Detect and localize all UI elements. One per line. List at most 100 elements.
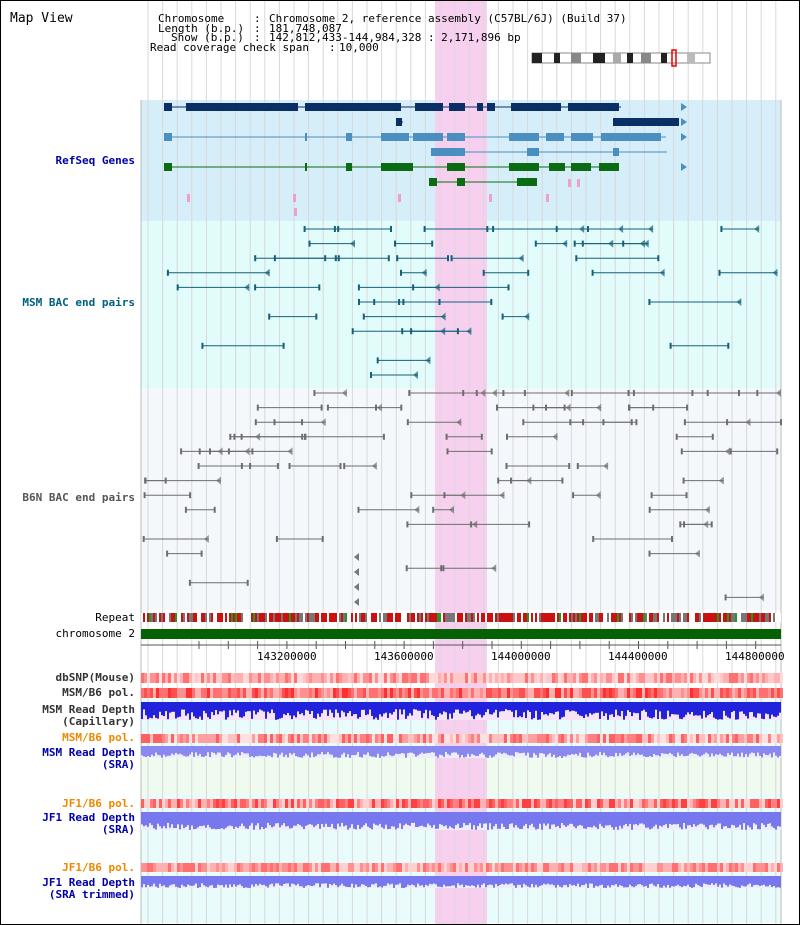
heat-cell	[189, 688, 192, 698]
track-label-msm-depth-sra[interactable]: MSM Read Depth	[42, 746, 135, 759]
depth-bar	[547, 876, 549, 884]
bac-end-tick	[490, 448, 493, 455]
depth-bar	[683, 812, 685, 823]
depth-bar	[199, 812, 201, 826]
repeat-element	[519, 613, 521, 622]
heat-cell	[225, 673, 228, 683]
bac-end-tick	[382, 433, 385, 440]
depth-bar	[527, 702, 529, 711]
track-label-jf1-b6-pol[interactable]: JF1/B6 pol.	[62, 797, 135, 810]
heat-cell	[720, 673, 723, 683]
depth-bar	[335, 876, 337, 886]
heat-cell	[417, 673, 420, 683]
depth-bar	[179, 812, 181, 830]
depth-bar	[515, 746, 517, 752]
heat-cell	[195, 734, 198, 743]
track-label-jf1-depth-trimmed[interactable]: JF1 Read Depth	[42, 876, 135, 889]
heat-cell	[429, 799, 432, 808]
depth-bar	[155, 746, 157, 753]
bac-end-tick	[343, 463, 346, 469]
depth-bar	[297, 702, 299, 712]
heat-cell	[453, 673, 456, 683]
gene-exon	[305, 133, 307, 141]
depth-bar	[173, 702, 175, 712]
depth-bar	[709, 746, 711, 757]
heat-cell	[516, 799, 519, 808]
heat-cell	[609, 688, 612, 698]
bac-end-arrow	[215, 476, 221, 485]
heat-cell	[612, 673, 615, 683]
depth-bar	[397, 876, 399, 885]
depth-bar	[229, 702, 231, 711]
depth-bar	[179, 746, 181, 754]
depth-bar	[555, 702, 557, 712]
track-label-dbsnp[interactable]: dbSNP(Mouse)	[55, 671, 135, 684]
depth-bar	[241, 812, 243, 824]
depth-bar	[167, 702, 169, 720]
bac-end-arrow	[376, 403, 382, 412]
heat-cell	[216, 734, 219, 743]
depth-bar	[303, 876, 305, 888]
track-label-b6n-bac[interactable]: B6N BAC end pairs	[22, 491, 135, 504]
heat-cell	[660, 688, 663, 698]
track-label-refseq[interactable]: RefSeq Genes	[55, 154, 135, 167]
heat-cell	[534, 688, 537, 698]
repeat-element	[317, 613, 319, 622]
track-label-jf1-depth-sra[interactable]: JF1 Read Depth	[42, 811, 135, 824]
heat-cell	[273, 734, 276, 743]
depth-bar	[641, 876, 643, 886]
depth-bar	[177, 812, 179, 825]
heat-cell	[726, 734, 729, 743]
depth-bar	[557, 702, 559, 712]
heat-cell	[441, 688, 444, 698]
repeat-element	[269, 613, 271, 622]
bac-end-tick	[506, 433, 508, 440]
repeat-element	[467, 613, 469, 622]
heat-cell	[726, 799, 729, 808]
track-label-msm-bac[interactable]: MSM BAC end pairs	[22, 296, 135, 309]
depth-bar	[489, 702, 491, 715]
depth-bar	[233, 876, 235, 885]
depth-bar	[279, 876, 281, 886]
heat-cell	[588, 673, 591, 683]
depth-bar	[439, 746, 441, 755]
depth-bar	[157, 702, 159, 719]
heat-cell	[453, 688, 456, 698]
bac-end-tick	[304, 433, 307, 440]
depth-bar	[525, 702, 527, 719]
heat-cell	[717, 863, 720, 872]
heat-cell	[147, 799, 150, 808]
heat-cell	[459, 799, 462, 808]
depth-bar	[289, 876, 291, 887]
heat-cell	[699, 734, 702, 743]
heat-cell	[477, 688, 480, 698]
heat-cell	[681, 673, 684, 683]
depth-bar	[427, 746, 429, 753]
depth-bar	[399, 746, 401, 754]
heat-cell	[387, 863, 390, 872]
depth-bar	[607, 812, 609, 826]
track-label-jf1-b6-pol-2[interactable]: JF1/B6 pol.	[62, 861, 135, 874]
heat-cell	[165, 688, 168, 698]
heat-cell	[351, 863, 354, 872]
heat-cell	[345, 673, 348, 683]
depth-bar	[473, 812, 475, 826]
track-label-msm-b6-pol-2[interactable]: MSM/B6 pol.	[62, 731, 135, 744]
track-label-msm-depth-capillary[interactable]: MSM Read Depth	[42, 703, 135, 716]
heat-cell	[291, 863, 294, 872]
heat-cell	[285, 688, 288, 698]
track-label-msm-b6-pol[interactable]: MSM/B6 pol.	[62, 686, 135, 699]
depth-bar	[305, 702, 307, 710]
heat-cell	[642, 799, 645, 808]
depth-bar	[599, 702, 601, 719]
depth-bar	[187, 702, 189, 714]
heat-cell	[765, 688, 768, 698]
heat-cell	[366, 688, 369, 698]
heat-cell	[213, 734, 216, 743]
depth-bar	[397, 746, 399, 754]
repeat-element	[171, 613, 173, 622]
depth-bar	[625, 702, 627, 716]
bac-end-arrow	[341, 389, 347, 397]
depth-bar	[625, 746, 627, 754]
